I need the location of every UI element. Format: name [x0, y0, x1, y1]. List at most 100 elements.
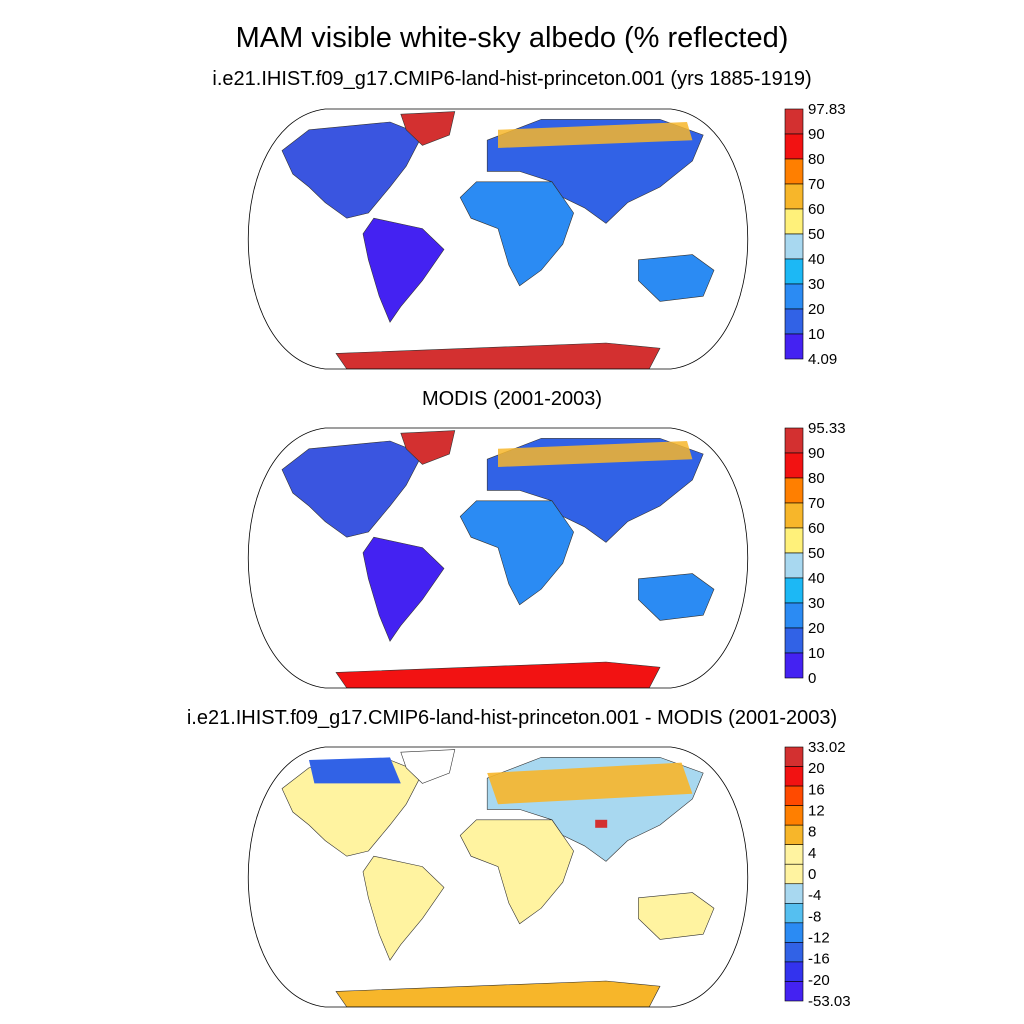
- colorbar-tick-label: 60: [808, 520, 825, 537]
- colorbar-tick-label: 12: [808, 803, 825, 820]
- landmass-africa: [459, 500, 574, 606]
- figure-title: MAM visible white-sky albedo (% reflecte…: [235, 22, 789, 54]
- colorbar-tick-label: 33.02: [808, 739, 846, 756]
- colorbar-swatch: [784, 903, 804, 924]
- colorbar-tick-label: 30: [808, 595, 825, 612]
- landmass-north-america: [281, 121, 423, 219]
- colorbar-swatch: [784, 452, 804, 479]
- colorbar-tick-label: 50: [808, 226, 825, 243]
- map-panel-3: [248, 746, 748, 1008]
- colorbar-swatch: [784, 981, 804, 1002]
- map-panel-2: [248, 427, 748, 689]
- colorbar-swatch: [784, 108, 804, 135]
- colorbar-swatch: [784, 283, 804, 310]
- landmass-greenland: [400, 111, 456, 146]
- colorbar-swatch: [784, 883, 804, 904]
- colorbar-tick-label: 70: [808, 176, 825, 193]
- panel-2-title: MODIS (2001-2003): [421, 388, 603, 410]
- map-panel-1: [248, 108, 748, 370]
- landmass-south-america: [362, 536, 445, 642]
- map-border: [248, 427, 748, 689]
- colorbar-swatch: [784, 844, 804, 865]
- colorbar-swatch: [784, 602, 804, 629]
- colorbar-swatch: [784, 208, 804, 235]
- colorbar-swatch: [784, 746, 804, 767]
- colorbar-swatch: [784, 577, 804, 604]
- colorbar-tick-label: -16: [808, 951, 830, 968]
- colorbar-2: 95.33 90 80 70 60 50 40 30 20 10 0: [784, 420, 846, 687]
- landmass-africa: [459, 819, 574, 925]
- colorbar-swatch: [784, 183, 804, 210]
- colorbar-swatch: [784, 552, 804, 579]
- colorbar-tick-label: 10: [808, 645, 825, 662]
- colorbar-tick-label: -8: [808, 908, 821, 925]
- colorbar-swatch: [784, 863, 804, 885]
- colorbar-swatch: [784, 308, 804, 335]
- colorbar-tick-label: 30: [808, 276, 825, 293]
- colorbar-tick-label: 40: [808, 570, 825, 587]
- diff-hotspot: [595, 819, 608, 828]
- landmass-north-america: [281, 440, 423, 538]
- colorbar-swatch: [784, 627, 804, 654]
- colorbar-swatch: [784, 942, 804, 963]
- colorbar-swatch: [784, 527, 804, 554]
- landmass-south-america: [362, 217, 445, 323]
- colorbar-tick-label: 0: [808, 866, 816, 883]
- colorbar-swatch: [784, 652, 804, 679]
- landmass-greenland: [400, 430, 456, 465]
- colorbar-swatch: [784, 233, 804, 260]
- landmass-antarctica: [335, 980, 661, 1007]
- landmass-antarctica: [335, 661, 661, 688]
- landmass-australia: [638, 254, 715, 302]
- landmass-australia: [638, 892, 715, 940]
- landmass-africa: [459, 181, 574, 287]
- colorbar-tick-label: 90: [808, 445, 825, 462]
- diff-high-band: [487, 762, 693, 805]
- colorbar-tick-label: 20: [808, 760, 825, 777]
- colorbar-tick-label: 0: [808, 670, 816, 687]
- colorbar-tick-label: 60: [808, 201, 825, 218]
- colorbar-tick-label: 40: [808, 251, 825, 268]
- colorbar-swatch: [784, 258, 804, 285]
- colorbar-swatch: [784, 158, 804, 185]
- colorbar-swatch: [784, 785, 804, 806]
- colorbar-tick-label: -4: [808, 887, 821, 904]
- colorbar-swatch: [784, 961, 804, 982]
- colorbar-tick-label: 50: [808, 545, 825, 562]
- landmass-greenland: [400, 749, 456, 784]
- map-border: [248, 746, 748, 1008]
- colorbar-tick-label: 97.83: [808, 101, 846, 118]
- colorbar-swatch: [784, 922, 804, 943]
- colorbar-tick-label: -20: [808, 972, 830, 989]
- colorbar-tick-label: 4.09: [808, 351, 837, 368]
- colorbar-swatch: [784, 133, 804, 160]
- colorbar-swatch: [784, 502, 804, 529]
- colorbar-swatch: [784, 333, 804, 360]
- panel-3-title: i.e21.IHIST.f09_g17.CMIP6-land-hist-prin…: [186, 707, 838, 729]
- colorbar-tick-label: 10: [808, 326, 825, 343]
- colorbar-tick-label: 80: [808, 470, 825, 487]
- map-border: [248, 108, 748, 370]
- colorbar-tick-label: 90: [808, 126, 825, 143]
- panel-1-title: i.e21.IHIST.f09_g17.CMIP6-land-hist-prin…: [212, 68, 812, 90]
- colorbar-swatch: [784, 805, 804, 826]
- colorbar-swatch: [784, 824, 804, 845]
- colorbar-tick-label: 80: [808, 151, 825, 168]
- landmass-australia: [638, 573, 715, 621]
- colorbar-tick-label: -53.03: [808, 993, 851, 1010]
- landmass-south-america: [362, 855, 445, 961]
- landmass-antarctica: [335, 342, 661, 369]
- colorbar-tick-label: 4: [808, 845, 816, 862]
- snow-band: [498, 122, 693, 148]
- colorbar-tick-label: -12: [808, 930, 830, 947]
- colorbar-swatch: [784, 427, 804, 454]
- colorbar-tick-label: 8: [808, 824, 816, 841]
- colorbar-tick-label: 95.33: [808, 420, 846, 437]
- colorbar-tick-label: 20: [808, 301, 825, 318]
- colorbar-tick-label: 70: [808, 495, 825, 512]
- snow-band: [498, 441, 693, 467]
- diff-low-region: [309, 757, 401, 784]
- colorbar-tick-label: 20: [808, 620, 825, 637]
- colorbar-tick-label: 16: [808, 781, 825, 798]
